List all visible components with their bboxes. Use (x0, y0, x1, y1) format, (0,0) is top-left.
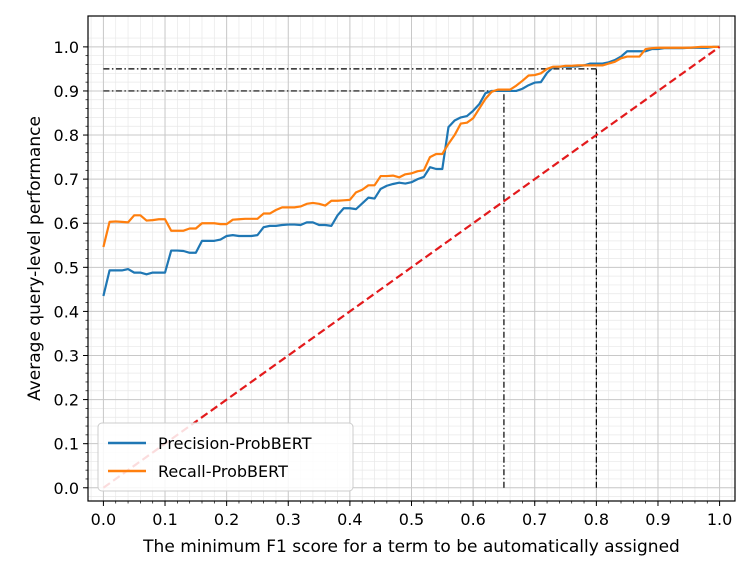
x-axis-label: The minimum F1 score for a term to be au… (142, 537, 680, 557)
legend-box (97, 422, 354, 492)
x-tick-label: 1.0 (707, 510, 732, 529)
x-tick-label: 0.8 (584, 510, 609, 529)
legend-entry: Precision-ProbBERT (158, 434, 312, 453)
reference-lines (103, 68, 597, 488)
y-tick-label: 0.1 (54, 435, 79, 454)
y-axis-label: Average query-level performance (25, 116, 45, 401)
legend: Precision-ProbBERT Recall-ProbBERT (97, 422, 354, 492)
y-tick-label: 0.6 (54, 214, 79, 233)
x-axis-ticks: 0.0 0.1 0.2 0.3 0.4 0.5 0.6 0.7 0.8 0.9 1.0 (91, 501, 732, 529)
x-tick-label: 0.7 (522, 510, 547, 529)
series-lines (102, 45, 721, 489)
y-tick-label: 0.4 (54, 302, 79, 321)
x-tick-label: 0.3 (276, 510, 301, 529)
x-tick-label: 0.0 (91, 510, 116, 529)
x-tick-label: 0.4 (337, 510, 362, 529)
x-tick-label: 0.9 (645, 510, 670, 529)
x-tick-label: 0.5 (399, 510, 424, 529)
y-tick-label: 0.5 (54, 258, 79, 277)
x-tick-label: 0.6 (460, 510, 485, 529)
x-tick-label: 0.1 (152, 510, 177, 529)
y-tick-label: 0.2 (54, 391, 79, 410)
series-line-recall-probbert (102, 45, 720, 248)
y-tick-label: 0.7 (54, 170, 79, 189)
x-tick-label: 0.2 (214, 510, 239, 529)
legend-entry: Recall-ProbBERT (158, 462, 288, 481)
y-tick-label: 0.8 (54, 126, 79, 145)
series-line-precision-probbert (102, 45, 720, 297)
diagonal-reference-line (102, 45, 721, 489)
y-tick-label: 0.0 (54, 479, 79, 498)
y-tick-label: 1.0 (54, 38, 79, 57)
y-tick-label: 0.9 (54, 82, 79, 101)
y-tick-label: 0.3 (54, 347, 79, 366)
y-axis-ticks: 0.0 0.1 0.2 0.3 0.4 0.5 0.6 0.7 0.8 0.9 1.0 (54, 38, 88, 498)
